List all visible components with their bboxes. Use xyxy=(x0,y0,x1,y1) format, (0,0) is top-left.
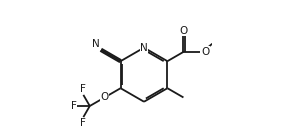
Text: O: O xyxy=(201,47,209,57)
Text: N: N xyxy=(92,39,100,49)
Text: F: F xyxy=(80,118,86,128)
Text: N: N xyxy=(140,43,148,53)
Text: F: F xyxy=(71,101,77,111)
Text: O: O xyxy=(101,92,109,102)
Text: F: F xyxy=(80,84,86,94)
Text: O: O xyxy=(179,26,187,36)
